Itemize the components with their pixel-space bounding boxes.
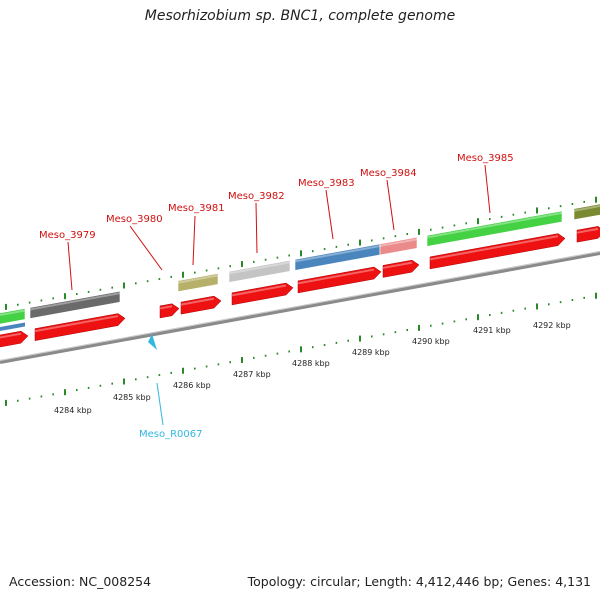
cds-arrow[interactable]: [576, 226, 600, 243]
rna-leader: [156, 382, 164, 426]
cog-bar[interactable]: [379, 236, 418, 256]
gene-leader-line: [67, 241, 73, 291]
cds-arrow-highlight: [429, 235, 559, 261]
gene-label[interactable]: Meso_3985: [457, 153, 514, 164]
cog-bar[interactable]: [426, 210, 563, 247]
cog-bar[interactable]: [0, 322, 25, 331]
cds-arrow-highlight: [297, 268, 375, 285]
cog-track: [0, 203, 600, 331]
gene-leader-line: [129, 225, 163, 271]
cds-arrow[interactable]: [159, 303, 180, 319]
cog-bar-highlight: [426, 211, 563, 239]
cog-bar[interactable]: [228, 259, 291, 283]
top-tick-row: [5, 196, 597, 310]
gene-leader-line: [386, 179, 395, 231]
cds-arrow[interactable]: [34, 313, 126, 341]
cog-bar-highlight: [177, 274, 219, 284]
kbp-label: 4290 kbp: [412, 337, 450, 346]
cds-arrow[interactable]: [0, 330, 29, 348]
backbone-line: [0, 251, 600, 364]
kbp-label: 4284 kbp: [54, 406, 92, 415]
cds-arrow-highlight: [0, 332, 22, 339]
cds-arrow[interactable]: [382, 259, 420, 278]
cds-arrow-highlight: [34, 315, 119, 333]
gene-label[interactable]: Meso_3984: [360, 168, 417, 179]
kbp-label: 4285 kbp: [113, 393, 151, 402]
kbp-label: 4287 kbp: [233, 370, 271, 379]
label-leaders: [67, 164, 491, 291]
cds-arrow[interactable]: [180, 295, 222, 315]
bottom-tick-row: [5, 292, 597, 406]
gene-label[interactable]: Meso_3979: [39, 230, 96, 241]
gene-label[interactable]: Meso_3980: [106, 214, 163, 225]
kbp-label: 4286 kbp: [173, 381, 211, 390]
cog-bar[interactable]: [0, 308, 26, 325]
accession-text: Accession: NC_008254: [9, 574, 152, 589]
cog-bar[interactable]: [177, 273, 219, 293]
gene-label[interactable]: Meso_3983: [298, 178, 355, 189]
genome-title: Mesorhizobium sp. BNC1, complete genome: [144, 8, 456, 24]
gene-label[interactable]: Meso_3981: [168, 203, 225, 214]
kbp-label: 4291 kbp: [473, 326, 511, 335]
gene-leader-line: [325, 189, 334, 240]
cog-bar[interactable]: [29, 290, 121, 319]
genome-summary-text: Topology: circular; Length: 4,412,446 bp…: [247, 574, 591, 589]
rna-label[interactable]: Meso_R0067: [139, 429, 203, 440]
cds-arrow-highlight: [180, 297, 215, 306]
gene-leader-line: [484, 164, 491, 214]
cog-bar-highlight: [379, 238, 418, 247]
kbp-label: 4288 kbp: [292, 359, 330, 368]
kbp-label: 4289 kbp: [352, 348, 390, 357]
backbone-highlight: [0, 251, 600, 361]
cds-arrow-highlight: [231, 284, 287, 297]
cog-bar-highlight: [0, 309, 26, 317]
cds-arrow[interactable]: [429, 233, 566, 270]
cds-arrow[interactable]: [231, 282, 294, 306]
cds-arrow-highlight: [382, 261, 413, 269]
gene-leader-line: [192, 215, 196, 266]
cog-bar[interactable]: [573, 203, 600, 221]
rna-marker[interactable]: [148, 334, 157, 350]
cog-bar-highlight: [228, 261, 291, 275]
kbp-label: 4292 kbp: [533, 321, 571, 330]
cog-bar-highlight: [294, 244, 381, 263]
gene-label[interactable]: Meso_3982: [228, 191, 285, 202]
cds-arrow-highlight: [159, 305, 173, 310]
cds-arrow[interactable]: [297, 266, 382, 294]
cog-bar-highlight: [29, 292, 121, 311]
cds-arrow-highlight: [576, 227, 599, 234]
cds-track: [0, 226, 600, 348]
kbp-scale-labels: 4284 kbp 4285 kbp 4286 kbp 4287 kbp 4288 kbp…: [54, 321, 571, 415]
gene-leader-line: [255, 202, 258, 254]
